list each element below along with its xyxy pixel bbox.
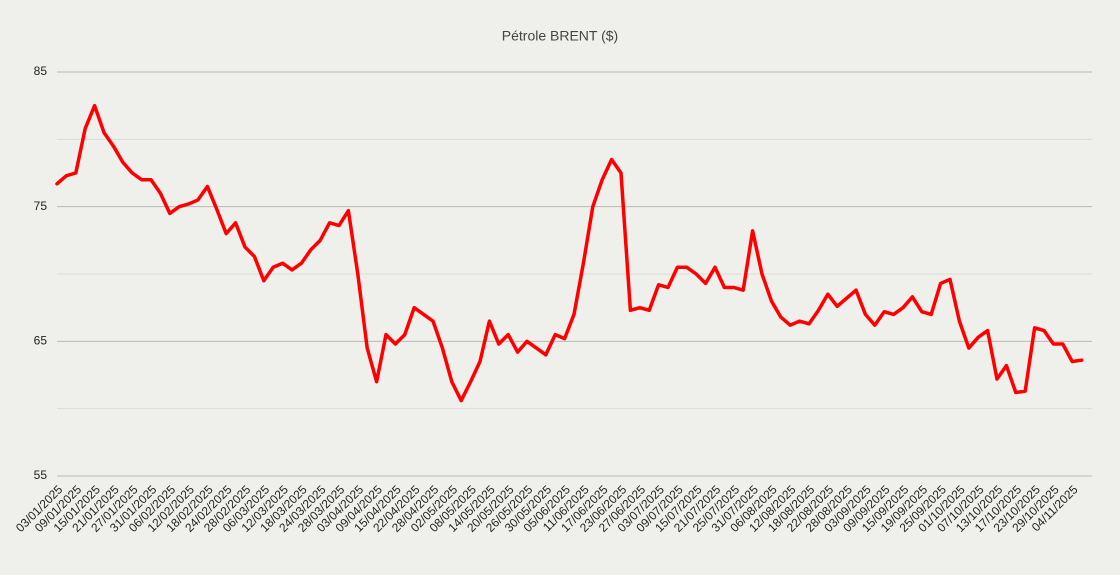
- chart-title: Pétrole BRENT ($): [502, 28, 618, 44]
- y-tick-label: 65: [34, 334, 48, 348]
- line-series: [55, 103, 1084, 403]
- y-tick-label: 55: [34, 468, 48, 482]
- y-tick-label: 75: [34, 199, 48, 213]
- y-tick-label: 85: [34, 64, 48, 78]
